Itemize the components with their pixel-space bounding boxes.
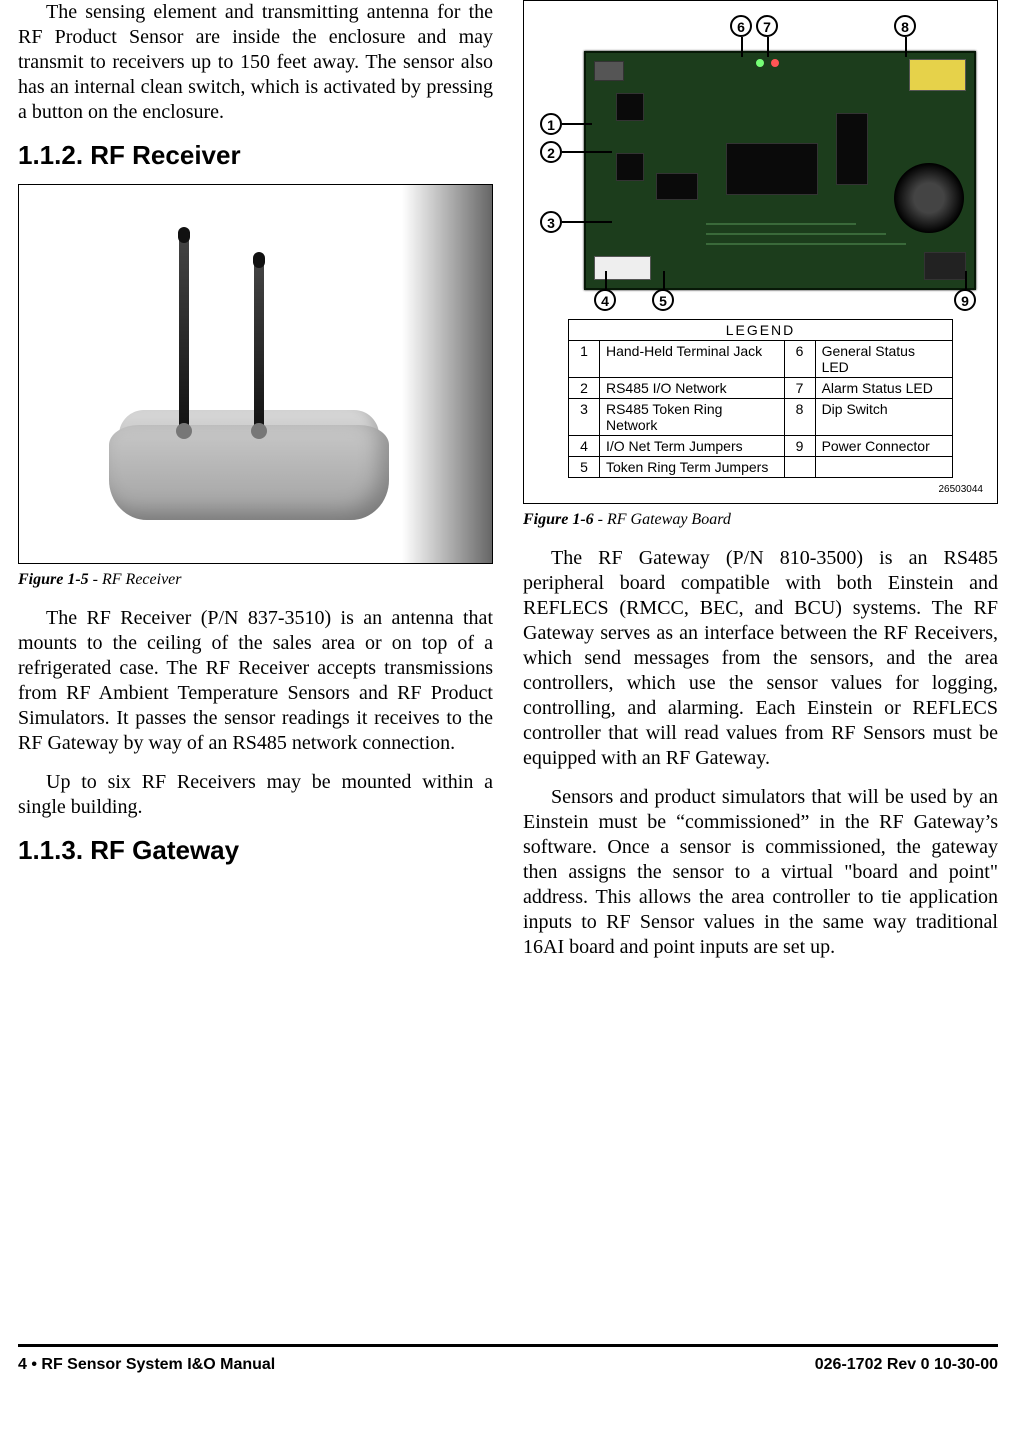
trace xyxy=(706,243,906,245)
legend-idx: 2 xyxy=(568,378,599,399)
figure-1-6-title: - RF Gateway Board xyxy=(594,511,731,528)
legend-idx: 1 xyxy=(568,341,599,378)
status-led xyxy=(756,59,764,67)
hht-jack xyxy=(594,61,624,81)
legend-text: Dip Switch xyxy=(815,399,952,436)
legend-text: Alarm Status LED xyxy=(815,378,952,399)
page-columns: The sensing element and transmitting ant… xyxy=(18,0,998,1320)
lead-1 xyxy=(562,123,592,125)
callout-8: 8 xyxy=(894,15,916,37)
legend-idx: 5 xyxy=(568,457,599,478)
callout-1: 1 xyxy=(540,113,562,135)
legend-text: RS485 Token Ring Network xyxy=(599,399,784,436)
figure-1-6-id: 26503044 xyxy=(534,484,987,495)
rs485-io-port xyxy=(616,93,644,121)
lead-7 xyxy=(767,37,769,57)
legend-idx: 7 xyxy=(784,378,815,399)
footer-left: 4 • RF Sensor System I&O Manual xyxy=(18,1355,275,1375)
legend-table: LEGEND 1 Hand-Held Terminal Jack 6 Gener… xyxy=(568,319,953,478)
heading-1-1-2: 1.1.2. RF Receiver xyxy=(18,139,493,172)
legend-idx: 6 xyxy=(784,341,815,378)
dip-switch xyxy=(909,59,966,91)
lead-5 xyxy=(663,271,665,289)
page-footer: 4 • RF Sensor System I&O Manual 026-1702… xyxy=(18,1344,998,1375)
callout-2: 2 xyxy=(540,141,562,163)
figure-1-5: Figure 1-5 - RF Receiver xyxy=(18,184,493,590)
figure-1-5-label: Figure 1-5 xyxy=(18,571,89,588)
receiver-antenna-1 xyxy=(179,235,189,435)
figure-1-6-caption: Figure 1-6 - RF Gateway Board xyxy=(523,510,998,530)
figure-1-5-title: - RF Receiver xyxy=(89,571,182,588)
figure-1-6: 1 2 3 4 5 6 7 8 9 xyxy=(523,0,998,530)
lead-3 xyxy=(562,221,612,223)
trace xyxy=(706,233,886,235)
callout-6: 6 xyxy=(730,15,752,37)
trace xyxy=(706,223,856,225)
gateway-paragraph-1: The RF Gateway (P/N 810-3500) is an RS48… xyxy=(523,546,998,771)
callout-9: 9 xyxy=(954,289,976,311)
callout-4: 4 xyxy=(594,289,616,311)
legend-idx: 9 xyxy=(784,436,815,457)
intro-paragraph: The sensing element and transmitting ant… xyxy=(18,0,493,125)
legend-text: Token Ring Term Jumpers xyxy=(599,457,784,478)
lead-4 xyxy=(605,271,607,289)
token-ring-jumpers xyxy=(594,256,651,280)
callout-5: 5 xyxy=(652,289,674,311)
power-connector xyxy=(924,252,966,280)
legend-text: I/O Net Term Jumpers xyxy=(599,436,784,457)
capacitor xyxy=(894,163,964,233)
footer-right: 026-1702 Rev 0 10-30-00 xyxy=(815,1355,998,1375)
legend-idx xyxy=(784,457,815,478)
gateway-board-diagram: 1 2 3 4 5 6 7 8 9 xyxy=(534,11,987,311)
pcb xyxy=(584,51,976,290)
legend-header: LEGEND xyxy=(568,320,952,341)
rf-gateway-image: 1 2 3 4 5 6 7 8 9 xyxy=(523,0,998,504)
receiver-paragraph-1: The RF Receiver (P/N 837-3510) is an ant… xyxy=(18,606,493,756)
receiver-shadow xyxy=(402,185,492,563)
gateway-paragraph-2: Sensors and product simulators that will… xyxy=(523,785,998,960)
callout-3: 3 xyxy=(540,211,562,233)
heading-1-1-3: 1.1.3. RF Gateway xyxy=(18,834,493,867)
ic-2 xyxy=(836,113,868,185)
legend-text: Hand-Held Terminal Jack xyxy=(599,341,784,378)
lead-9 xyxy=(965,271,967,289)
figure-1-5-caption: Figure 1-5 - RF Receiver xyxy=(18,570,493,590)
main-ic xyxy=(726,143,818,195)
legend-text: RS485 I/O Network xyxy=(599,378,784,399)
lead-8 xyxy=(905,37,907,57)
legend-idx: 4 xyxy=(568,436,599,457)
legend-idx: 8 xyxy=(784,399,815,436)
alarm-led xyxy=(771,59,779,67)
ic-3 xyxy=(656,173,698,200)
rs485-token-port xyxy=(616,153,644,181)
legend-text xyxy=(815,457,952,478)
rf-receiver-image xyxy=(18,184,493,564)
lead-6 xyxy=(741,37,743,57)
legend-text: General Status LED xyxy=(815,341,952,378)
receiver-paragraph-2: Up to six RF Receivers may be mounted wi… xyxy=(18,770,493,820)
lead-2 xyxy=(562,151,612,153)
legend-idx: 3 xyxy=(568,399,599,436)
receiver-base xyxy=(109,425,389,520)
legend-text: Power Connector xyxy=(815,436,952,457)
receiver-antenna-2 xyxy=(254,260,264,435)
figure-1-6-label: Figure 1-6 xyxy=(523,511,594,528)
callout-7: 7 xyxy=(756,15,778,37)
